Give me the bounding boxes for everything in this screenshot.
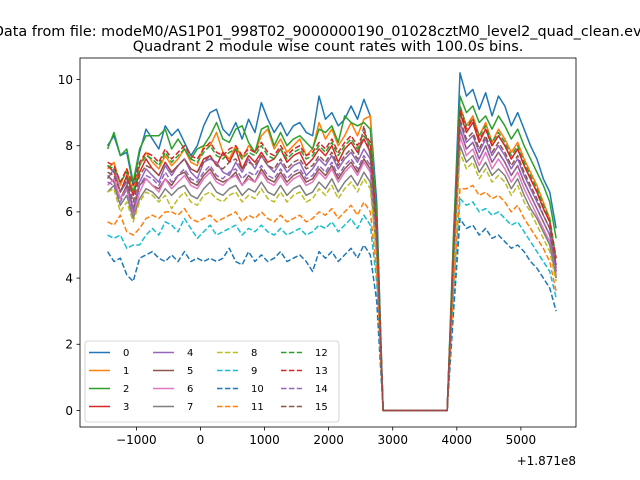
- legend-item-5: 5: [153, 366, 193, 377]
- legend-item-2: 2: [89, 384, 129, 395]
- legend-frame: [84, 340, 340, 423]
- series-line-8: [107, 151, 557, 412]
- legend-label: 1: [123, 366, 129, 377]
- legend-item-15: 15: [281, 402, 328, 413]
- legend-label: 6: [187, 384, 193, 395]
- x-tick-label: −1000: [116, 433, 157, 447]
- series-line-15: [107, 118, 557, 412]
- legend-label: 5: [187, 366, 193, 377]
- legend-item-7: 7: [153, 402, 193, 413]
- y-tick-label: 2: [65, 338, 73, 352]
- x-tick-label: 3000: [377, 433, 408, 447]
- legend-item-1: 1: [89, 366, 129, 377]
- legend-item-14: 14: [281, 384, 328, 395]
- legend-item-3: 3: [89, 402, 129, 413]
- series-line-11: [107, 184, 557, 412]
- y-tick-label: 4: [65, 271, 73, 285]
- legend-label: 13: [315, 366, 328, 377]
- legend-label: 14: [315, 384, 328, 395]
- legend-label: 4: [187, 348, 193, 359]
- x-tick-label: 0: [197, 433, 205, 447]
- x-axis: −1000 0 1000 2000 3000 4000 5000: [116, 427, 536, 447]
- figure-suptitle: Data from file: modeM0/AS1P01_998T02_900…: [0, 24, 640, 40]
- x-tick-label: 4000: [442, 433, 473, 447]
- series-line-12: [107, 105, 557, 412]
- x-tick-label: 2000: [313, 433, 344, 447]
- series-line-13: [107, 108, 557, 412]
- y-tick-label: 6: [65, 205, 73, 219]
- y-axis: 0 2 4 6 8 10: [58, 73, 80, 418]
- y-tick-label: 8: [65, 139, 73, 153]
- legend-item-0: 0: [89, 348, 129, 359]
- legend-label: 7: [187, 402, 193, 413]
- axes-frame: [79, 57, 577, 428]
- legend-label: 9: [251, 366, 257, 377]
- legend-item-4: 4: [153, 348, 193, 359]
- series-layer: [106, 72, 557, 412]
- series-line-0: [106, 72, 557, 412]
- x-tick-label: 1000: [249, 433, 280, 447]
- legend-item-9: 9: [217, 366, 257, 377]
- y-tick-label: 0: [65, 404, 73, 418]
- legend-label: 11: [251, 402, 264, 413]
- series-line-2: [106, 95, 557, 412]
- series-line-6: [107, 135, 557, 412]
- legend-label: 15: [315, 402, 328, 413]
- legend-label: 10: [251, 384, 264, 395]
- x-offset-label: +1.871e8: [517, 454, 576, 468]
- legend-item-13: 13: [281, 366, 328, 377]
- chart-title: Quadrant 2 module wise count rates with …: [133, 39, 524, 55]
- legend-label: 12: [315, 348, 328, 359]
- series-line-7: [107, 144, 557, 412]
- legend-label: 3: [123, 402, 129, 413]
- legend-item-11: 11: [217, 402, 264, 413]
- series-line-10: [106, 217, 557, 412]
- series-line-14: [107, 128, 557, 412]
- y-tick-label: 10: [58, 73, 73, 87]
- x-tick-label: 5000: [506, 433, 537, 447]
- legend-label: 8: [251, 348, 257, 359]
- legend-item-12: 12: [281, 348, 328, 359]
- legend-item-6: 6: [153, 384, 193, 395]
- series-line-9: [107, 197, 557, 412]
- legend-item-8: 8: [217, 348, 257, 359]
- legend-item-10: 10: [217, 384, 264, 395]
- legend-label: 2: [123, 384, 129, 395]
- legend-label: 0: [123, 348, 129, 359]
